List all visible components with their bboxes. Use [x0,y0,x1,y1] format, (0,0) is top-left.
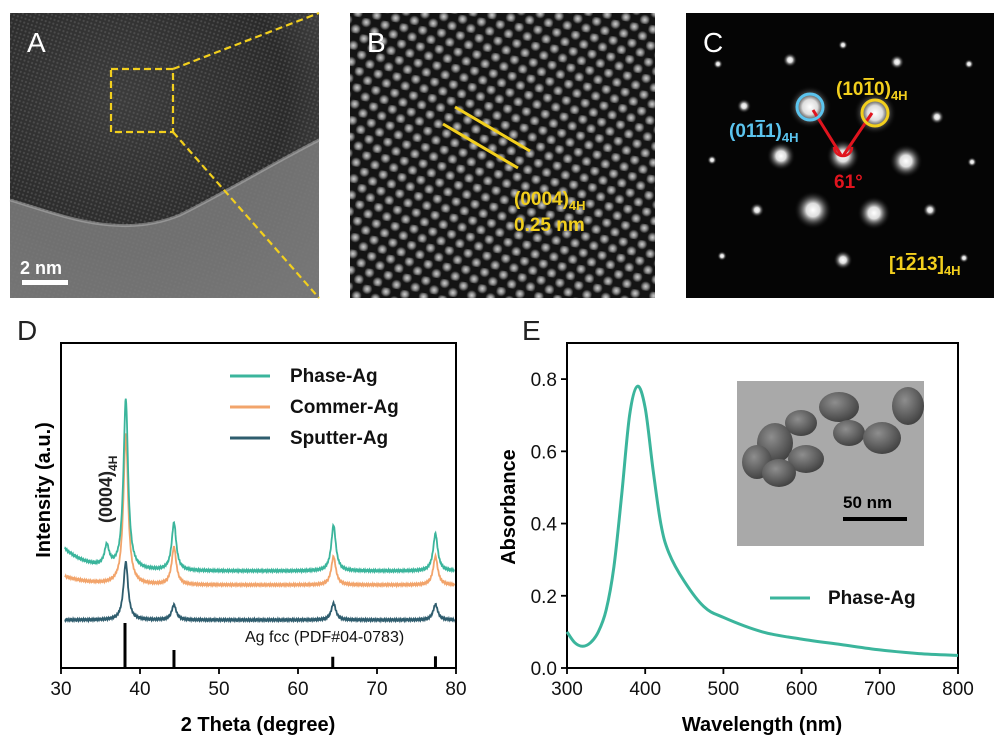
nanoparticle [785,410,817,436]
diffraction-spot [782,52,798,68]
panel-e-plot [565,384,959,657]
y-tick-label: 0.4 [531,515,558,536]
diffraction-spot [857,196,891,230]
panel-a-zoom-box [109,67,175,134]
panel-e-letter: E [522,315,541,346]
legend-label: Phase-Ag [828,588,916,609]
zoom-line-bottom [172,131,320,299]
diffraction-spot [889,144,923,178]
panel-a-amorphous-edge [10,140,319,298]
diffraction-spot [833,250,853,270]
panel-d-plot [64,398,456,668]
diffraction-spot [766,141,796,171]
x-tick-label: 800 [942,679,974,700]
x-tick-label: 50 [208,679,229,700]
diffraction-spot [929,109,945,125]
diffraction-spot [707,155,717,165]
panel-b-spacing-label: 0.25 nm [514,215,585,236]
panel-b: B (0004)4H 0.25 nm [350,13,655,298]
diffraction-spot [964,59,974,69]
nanoparticle [762,459,796,487]
label-01-11: (0111)4H [729,121,798,145]
x-tick-label: 500 [708,679,740,700]
diffraction-spot [736,98,752,114]
peak-0004-label: (0004)4H [96,456,120,523]
panel-a-scale-label: 2 nm [20,258,62,278]
angle-label: 61° [834,172,863,193]
nanoparticle [863,422,901,454]
angle-arc [832,146,854,158]
legend-label: Phase-Ag [290,366,378,387]
diffraction-spot [749,202,765,218]
panel-d-plot-frame [60,342,457,669]
absorbance-curve [565,384,959,657]
zoom-line-top [172,11,320,71]
tem-inset: 50 nm [737,381,924,546]
x-tick-label: 600 [786,679,818,700]
y-tick-label: 0.6 [531,442,557,463]
y-tick-label: 0.2 [531,587,557,608]
diffraction-spot [838,40,848,50]
x-tick-label: 300 [551,679,583,700]
panel-e-x-axis-label: Wavelength (nm) [682,714,842,736]
panel-b-plane-label: (0004)4H [514,189,586,213]
panel-e-ticks: 300 400 500 600 700 800 0.0 0.2 0.4 0.6 0.8 [531,370,974,700]
highlight-circle-cyan [795,92,825,122]
diffraction-spot [788,85,832,129]
inset-scale-label: 50 nm [843,493,892,512]
panel-e-legend: Phase-Ag [770,588,916,609]
panel-c-letter: C [703,27,723,58]
y-tick-label: 0.0 [531,659,557,680]
x-tick-label: 700 [864,679,896,700]
zone-axis-label: [1213]4H [889,254,961,278]
diffraction-spot [959,253,969,263]
panel-a-letter: A [27,27,46,58]
x-tick-label: 60 [287,679,308,700]
panel-c: C (1010)4H (0111)4H 61° [1213]4H [686,13,994,298]
diffraction-spot [889,54,905,70]
diffraction-spot [717,251,727,261]
legend-label: Commer-Ag [290,397,399,418]
panel-d-x-ticks: 30 40 50 60 70 80 [50,668,467,700]
panel-b-hrtem-image [350,13,655,298]
panel-e-plot-frame [566,342,959,669]
nanoparticle [892,387,924,425]
panel-a-scale-bar [22,280,68,285]
xrd-series-sputter-ag [64,560,456,624]
nanoparticle [788,445,824,473]
legend-label: Sputter-Ag [290,428,388,449]
panel-d-legend: Phase-Ag Commer-Ag Sputter-Ag [230,366,399,449]
lattice-line-1 [454,105,531,153]
highlight-circle-yellow [860,98,890,128]
nanoparticle [833,420,865,446]
diffraction-spot [967,157,977,167]
panel-d-letter: D [17,315,37,346]
diffraction-spot [793,190,833,230]
fft-spots [707,40,977,270]
panel-e-y-axis-label: Absorbance [498,449,520,565]
reference-label: Ag fcc (PDF#04-0783) [245,629,404,646]
panel-a: A 2 nm [9,11,320,299]
diffraction-spot [922,202,938,218]
x-tick-label: 70 [366,679,387,700]
panel-b-letter: B [367,27,386,58]
panel-e: E 300 400 500 600 700 800 0.0 0.2 0.4 0.6 0.8 Wave… [498,315,974,736]
y-tick-label: 0.8 [531,370,557,391]
xrd-series-commer-ag [64,433,456,589]
x-tick-label: 40 [129,679,150,700]
nanoparticle [819,392,859,422]
x-tick-label: 30 [50,679,71,700]
panel-d: D 30 40 50 60 70 80 2 Theta (degree) Intensit… [17,315,467,736]
label-10-10: (1010)4H [836,79,908,103]
inset-scale-bar [843,517,907,521]
angle-line-right [841,112,874,157]
xrd-series-phase-ag [64,398,455,575]
panel-d-x-axis-label: 2 Theta (degree) [181,714,335,736]
x-tick-label: 400 [629,679,661,700]
diffraction-spot [713,59,723,69]
x-tick-label: 80 [445,679,466,700]
lattice-line-2 [442,122,519,170]
panel-d-y-axis-label: Intensity (a.u.) [33,422,55,558]
